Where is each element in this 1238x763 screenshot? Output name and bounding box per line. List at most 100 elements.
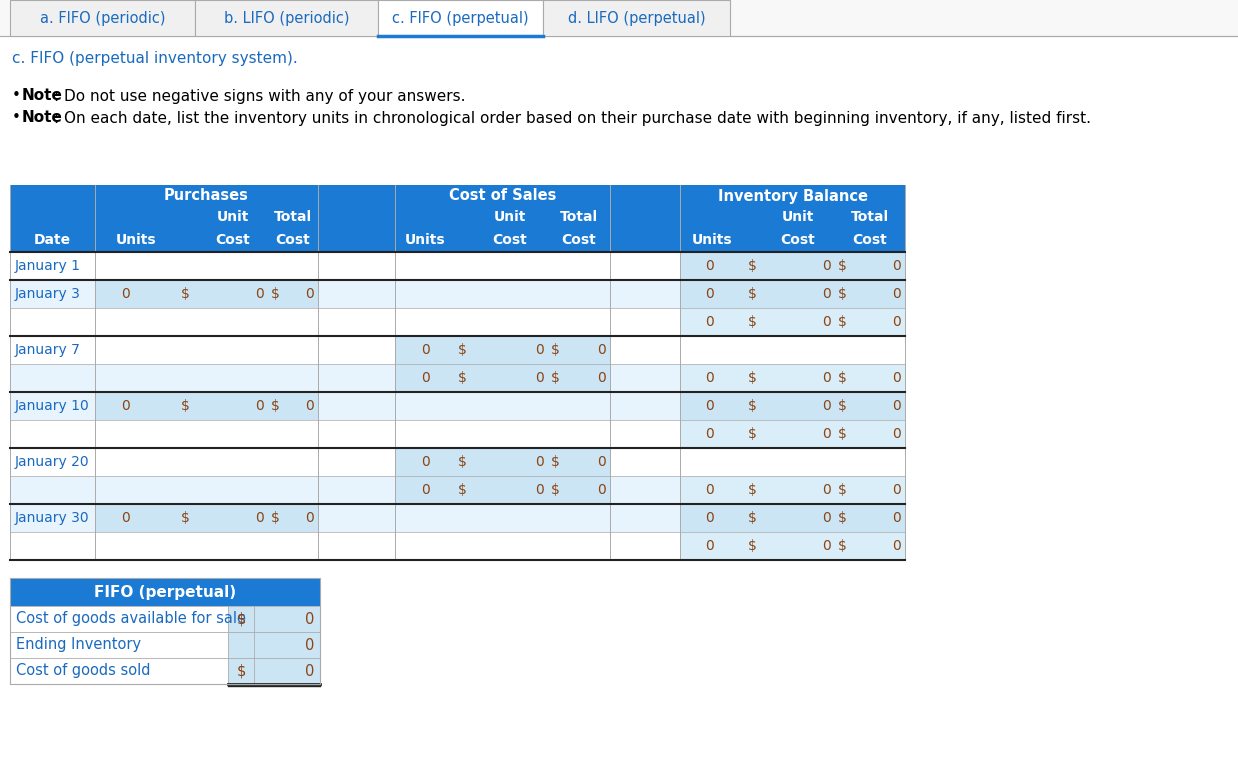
Text: 0: 0 bbox=[893, 399, 901, 413]
Bar bbox=[196, 0, 378, 36]
Text: 0: 0 bbox=[822, 483, 831, 497]
Text: 0: 0 bbox=[421, 483, 430, 497]
Text: 0: 0 bbox=[255, 287, 264, 301]
Text: 0: 0 bbox=[822, 315, 831, 329]
Text: 0: 0 bbox=[706, 427, 714, 441]
Text: $: $ bbox=[458, 371, 467, 385]
Text: Inventory Balance: Inventory Balance bbox=[718, 188, 868, 204]
Text: Cost: Cost bbox=[781, 233, 816, 246]
Bar bbox=[10, 504, 905, 532]
Bar bbox=[680, 252, 905, 280]
Text: Cost of goods available for sale: Cost of goods available for sale bbox=[16, 611, 246, 626]
Bar bbox=[228, 606, 254, 632]
Text: 0: 0 bbox=[893, 287, 901, 301]
Bar bbox=[10, 308, 905, 336]
Bar bbox=[10, 632, 228, 658]
Text: Note: Note bbox=[22, 111, 63, 125]
Text: Cost of goods sold: Cost of goods sold bbox=[16, 664, 151, 678]
Text: Total: Total bbox=[560, 210, 598, 224]
Bar bbox=[10, 336, 905, 364]
Text: Units: Units bbox=[116, 233, 157, 246]
Bar bbox=[680, 504, 905, 532]
Text: Cost: Cost bbox=[215, 233, 250, 246]
Text: 0: 0 bbox=[120, 399, 130, 413]
Text: 0: 0 bbox=[893, 259, 901, 273]
Bar bbox=[10, 420, 905, 448]
Text: $: $ bbox=[748, 315, 756, 329]
Text: 0: 0 bbox=[421, 455, 430, 469]
Bar bbox=[395, 476, 610, 504]
Bar bbox=[95, 504, 318, 532]
Bar bbox=[10, 606, 319, 632]
Text: $: $ bbox=[838, 483, 847, 497]
Text: January 30: January 30 bbox=[15, 511, 89, 525]
Text: 0: 0 bbox=[305, 664, 314, 678]
Bar bbox=[228, 658, 254, 684]
Bar bbox=[95, 392, 318, 420]
Text: 0: 0 bbox=[535, 483, 543, 497]
Text: January 7: January 7 bbox=[15, 343, 80, 357]
Text: Cost: Cost bbox=[493, 233, 527, 246]
Text: 0: 0 bbox=[893, 483, 901, 497]
Text: 0: 0 bbox=[822, 427, 831, 441]
Text: Unit: Unit bbox=[217, 210, 249, 224]
Text: $: $ bbox=[181, 287, 189, 301]
Text: 0: 0 bbox=[306, 287, 314, 301]
Bar bbox=[95, 280, 318, 308]
Text: 0: 0 bbox=[305, 611, 314, 626]
Text: 0: 0 bbox=[421, 343, 430, 357]
Text: $: $ bbox=[838, 287, 847, 301]
Bar bbox=[680, 280, 905, 308]
Text: Units: Units bbox=[405, 233, 446, 246]
Bar bbox=[10, 448, 905, 476]
Text: $: $ bbox=[748, 511, 756, 525]
Text: January 10: January 10 bbox=[15, 399, 89, 413]
Text: $: $ bbox=[838, 315, 847, 329]
Text: Date: Date bbox=[33, 233, 71, 246]
Bar bbox=[10, 532, 905, 560]
Text: 0: 0 bbox=[706, 539, 714, 553]
Text: 0: 0 bbox=[120, 287, 130, 301]
Text: 0: 0 bbox=[255, 511, 264, 525]
Text: Cost of Sales: Cost of Sales bbox=[449, 188, 556, 204]
Text: 0: 0 bbox=[706, 287, 714, 301]
Text: $: $ bbox=[551, 483, 560, 497]
Text: 0: 0 bbox=[822, 511, 831, 525]
Text: Cost: Cost bbox=[562, 233, 597, 246]
Text: : On each date, list the inventory units in chronological order based on their p: : On each date, list the inventory units… bbox=[54, 111, 1091, 125]
Bar bbox=[680, 392, 905, 420]
Text: 0: 0 bbox=[893, 511, 901, 525]
Bar bbox=[254, 658, 319, 684]
Text: $: $ bbox=[748, 539, 756, 553]
Text: 0: 0 bbox=[597, 455, 605, 469]
Bar bbox=[0, 0, 1238, 36]
Text: 0: 0 bbox=[706, 511, 714, 525]
Text: $: $ bbox=[271, 511, 280, 525]
Text: January 3: January 3 bbox=[15, 287, 80, 301]
Text: 0: 0 bbox=[306, 511, 314, 525]
Bar bbox=[395, 364, 610, 392]
Text: 0: 0 bbox=[535, 343, 543, 357]
Text: FIFO (perpetual): FIFO (perpetual) bbox=[94, 584, 236, 600]
Text: $: $ bbox=[838, 427, 847, 441]
Text: $: $ bbox=[838, 259, 847, 273]
Text: $: $ bbox=[458, 455, 467, 469]
Text: 0: 0 bbox=[305, 638, 314, 652]
Text: $: $ bbox=[236, 611, 245, 626]
Bar bbox=[10, 578, 319, 684]
Text: 0: 0 bbox=[893, 315, 901, 329]
Text: $: $ bbox=[748, 427, 756, 441]
Text: $: $ bbox=[838, 511, 847, 525]
Bar bbox=[254, 606, 319, 632]
Bar bbox=[10, 392, 905, 420]
Text: 0: 0 bbox=[706, 259, 714, 273]
Bar bbox=[10, 606, 228, 632]
Text: $: $ bbox=[181, 511, 189, 525]
Text: $: $ bbox=[748, 399, 756, 413]
Text: 0: 0 bbox=[706, 399, 714, 413]
Text: 0: 0 bbox=[822, 399, 831, 413]
Text: 0: 0 bbox=[597, 371, 605, 385]
Text: 0: 0 bbox=[893, 539, 901, 553]
Text: Total: Total bbox=[274, 210, 312, 224]
Text: : Do not use negative signs with any of your answers.: : Do not use negative signs with any of … bbox=[54, 89, 465, 104]
